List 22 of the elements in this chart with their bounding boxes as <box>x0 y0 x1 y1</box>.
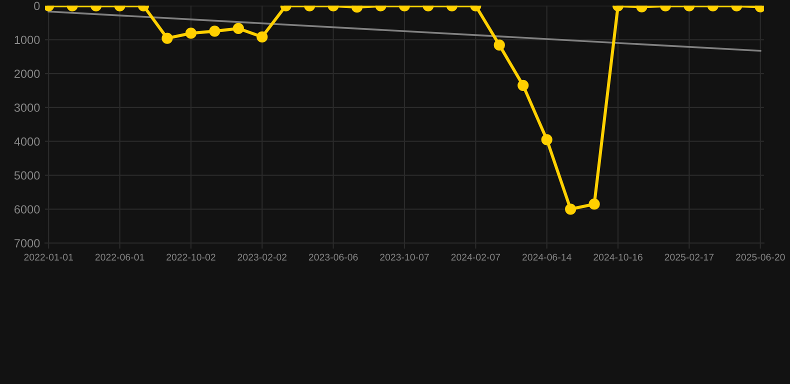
point <box>541 134 552 146</box>
y-tick-label: 2000 <box>14 70 40 78</box>
x-tick-label: 2023-10-07 <box>380 254 429 261</box>
point <box>588 198 600 210</box>
x-tick-label: 2024-02-07 <box>451 254 500 261</box>
x-tick-label: 2025-02-17 <box>664 254 714 261</box>
y-tick-label: 0 <box>34 2 40 10</box>
x-tick-label: 2023-06-06 <box>308 254 358 261</box>
x-tick-label: 2022-01-01 <box>24 254 73 261</box>
y-tick-label: 3000 <box>14 104 40 112</box>
x-tick-label: 2023-02-02 <box>238 254 287 261</box>
y-tick-label: 1000 <box>14 36 40 44</box>
x-tick-label: 2025-06-20 <box>736 254 785 261</box>
x-tick-label: 2024-10-16 <box>594 254 642 261</box>
y-tick-label: 7000 <box>14 239 40 248</box>
point <box>565 204 576 215</box>
x-tick-label: 2022-10-02 <box>166 254 216 261</box>
y-tick-label: 5000 <box>14 171 40 180</box>
x-tick-label: 2024-06-14 <box>522 254 572 261</box>
x-tick-label: 2022-06-01 <box>95 254 144 261</box>
y-tick-label: 4000 <box>14 137 40 146</box>
y-tick-label: 6000 <box>14 205 40 214</box>
